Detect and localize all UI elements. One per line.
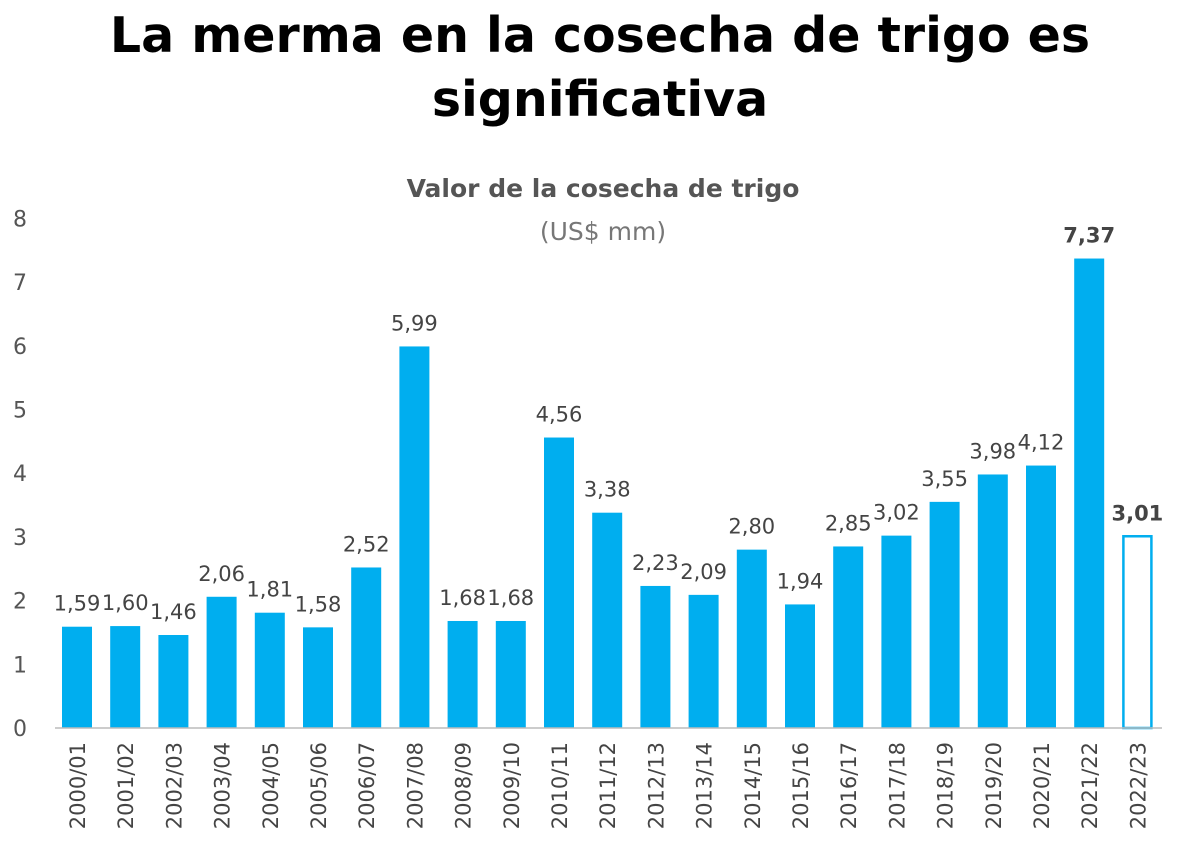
x-tick-label: 2008/09 (452, 742, 476, 829)
data-label: 1,60 (102, 591, 149, 615)
data-label: 7,37 (1063, 224, 1115, 248)
x-tick-label: 2002/03 (162, 742, 186, 829)
y-tick-label: 5 (13, 399, 27, 424)
bar-2009/10 (495, 620, 526, 728)
x-tick-label: 2015/16 (789, 742, 813, 829)
data-label: 3,98 (969, 439, 1016, 463)
x-tick-label: 2022/23 (1126, 742, 1150, 829)
x-tick-label: 2005/06 (307, 742, 331, 829)
data-label: 1,94 (777, 569, 824, 593)
data-label: 1,59 (54, 592, 101, 616)
bar-2008/09 (447, 620, 478, 728)
x-tick-label: 2010/11 (548, 742, 572, 829)
chart-title: Valor de la cosecha de trigo (407, 174, 800, 203)
bar-2016/17 (833, 546, 864, 728)
x-tick-label: 2000/01 (66, 742, 90, 829)
data-label: 3,38 (584, 478, 631, 502)
x-tick-label: 2013/14 (693, 742, 717, 829)
bar-2015/16 (785, 604, 815, 728)
data-label: 4,56 (536, 403, 583, 427)
x-tick-label: 2014/15 (741, 742, 765, 829)
bar-2000/01 (62, 626, 92, 728)
bar-2012/13 (640, 585, 671, 728)
data-label: 2,85 (825, 511, 872, 535)
bar-2004/05 (254, 612, 285, 728)
data-label: 5,99 (391, 311, 438, 335)
data-label: 1,68 (487, 586, 534, 610)
data-label: 2,06 (198, 562, 245, 586)
y-tick-label: 3 (13, 526, 27, 551)
x-tick-label: 2006/07 (355, 742, 379, 829)
bar-2005/06 (303, 627, 333, 728)
y-tick-label: 2 (13, 590, 27, 615)
y-tick-label: 6 (13, 335, 27, 360)
data-label: 4,12 (1018, 431, 1065, 455)
data-label: 3,55 (921, 467, 968, 491)
x-tick-label: 2016/17 (837, 742, 861, 829)
y-tick-label: 0 (13, 717, 27, 742)
data-label: 1,68 (439, 586, 486, 610)
bar-2022/23 (1122, 535, 1153, 730)
x-tick-label: 2019/20 (982, 742, 1006, 829)
x-tick-label: 2003/04 (211, 742, 235, 829)
x-tick-label: 2018/19 (934, 742, 958, 829)
bar-2003/04 (206, 596, 237, 728)
x-tick-label: 2009/10 (500, 742, 524, 829)
y-tick-label: 7 (13, 271, 27, 296)
y-tick-label: 4 (13, 462, 27, 487)
data-label: 1,46 (150, 600, 197, 624)
x-tick-label: 2001/02 (114, 742, 138, 829)
bar-2020/21 (1026, 465, 1056, 728)
bar-2019/20 (977, 474, 1008, 728)
x-tick-label: 2012/13 (644, 742, 668, 829)
data-label: 2,52 (343, 532, 390, 556)
x-tick-label: 2020/21 (1030, 742, 1054, 829)
bar-2010/11 (544, 437, 574, 728)
bar-2002/03 (158, 634, 189, 728)
chart-subtitle: (US$ mm) (540, 217, 666, 246)
bar-2017/18 (881, 535, 912, 728)
bar-2011/12 (592, 512, 623, 728)
data-label: 1,58 (295, 592, 342, 616)
bar-2007/08 (399, 346, 430, 728)
y-tick-label: 1 (13, 653, 27, 678)
data-label: 2,23 (632, 551, 679, 575)
bar-2006/07 (351, 567, 382, 728)
x-tick-label: 2007/08 (403, 742, 427, 829)
x-tick-label: 2021/22 (1078, 742, 1102, 829)
bar-2021/22 (1074, 258, 1105, 728)
data-label: 2,80 (728, 515, 775, 539)
bar-2001/02 (110, 626, 141, 728)
bar-2013/14 (688, 594, 719, 728)
bar-2014/15 (736, 549, 767, 728)
data-label: 2,09 (680, 560, 727, 584)
data-label: 1,81 (246, 578, 293, 602)
x-tick-label: 2017/18 (885, 742, 909, 829)
x-tick-label: 2011/12 (596, 742, 620, 829)
data-label: 3,01 (1111, 501, 1163, 525)
y-tick-label: 8 (13, 207, 27, 232)
x-tick-label: 2004/05 (259, 742, 283, 829)
data-label: 3,02 (873, 501, 920, 525)
bar-2018/19 (929, 501, 960, 728)
page-title: La merma en la cosecha de trigo es signi… (109, 7, 1091, 128)
